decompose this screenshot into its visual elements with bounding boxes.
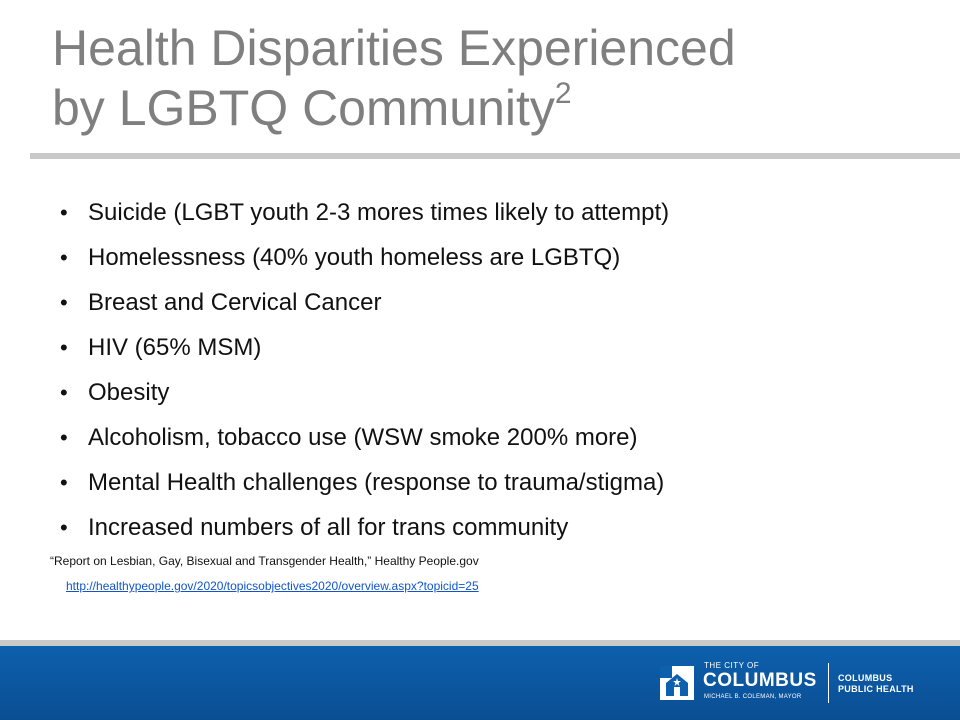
bullet-glyph: •: [60, 470, 68, 495]
bullet-glyph: •: [60, 425, 68, 450]
slide-title: Health Disparities Experienced by LGBTQ …: [52, 18, 932, 146]
slide-title-line-2: by LGBTQ Community2: [52, 77, 932, 146]
reference-link[interactable]: http://healthypeople.gov/2020/topicsobje…: [66, 579, 479, 593]
title-divider: [30, 153, 960, 159]
bullet-item-trans-community: • Increased numbers of all for trans comm…: [60, 505, 940, 550]
bullet-glyph: •: [60, 200, 68, 225]
bullet-glyph: •: [60, 515, 68, 540]
bullet-text: Obesity: [88, 379, 170, 406]
bullet-text: HIV (65% MSM): [88, 334, 262, 361]
bullet-text: Mental Health challenges (response to tr…: [88, 469, 665, 496]
city-columbus-logo-icon: [660, 666, 694, 700]
bullet-text: Suicide (LGBT youth 2-3 mores times like…: [88, 199, 670, 226]
logo-small-text: THE CITY OF: [704, 661, 760, 670]
bullet-list: • Suicide (LGBT youth 2-3 mores times lik…: [60, 190, 940, 550]
footer-bar: [0, 646, 960, 720]
bullet-glyph: •: [60, 290, 68, 315]
bullet-item-mental-health: • Mental Health challenges (response to t…: [60, 460, 940, 505]
bullet-glyph: •: [60, 245, 68, 270]
title-superscript: 2: [554, 77, 572, 110]
bullet-item-cancer: • Breast and Cervical Cancer: [60, 280, 940, 325]
bullet-item-alcoholism: • Alcoholism, tobacco use (WSW smoke 200%…: [60, 415, 940, 460]
bullet-text: Breast and Cervical Cancer: [88, 289, 382, 316]
department-name: COLUMBUS PUBLIC HEALTH: [838, 673, 914, 695]
logo-divider: [828, 663, 829, 703]
bullet-text: Homelessness (40% youth homeless are LGB…: [88, 244, 621, 271]
bullet-item-suicide: • Suicide (LGBT youth 2-3 mores times lik…: [60, 190, 940, 235]
department-line-1: COLUMBUS: [838, 673, 893, 683]
reference-citation: “Report on Lesbian, Gay, Bisexual and Tr…: [50, 554, 479, 568]
logo-city-name: COLUMBUS: [703, 670, 817, 691]
bullet-glyph: •: [60, 380, 68, 405]
bullet-glyph: •: [60, 335, 68, 360]
bullet-text: Increased numbers of all for trans commu…: [88, 514, 569, 541]
bullet-item-homelessness: • Homelessness (40% youth homeless are LG…: [60, 235, 940, 280]
slide-title-line-2-text: by LGBTQ Community: [52, 80, 555, 136]
slide-title-line-1: Health Disparities Experienced: [52, 20, 736, 76]
department-line-2: PUBLIC HEALTH: [838, 684, 914, 694]
bullet-item-obesity: • Obesity: [60, 370, 940, 415]
logo-mayor-text: MICHAEL B. COLEMAN, MAYOR: [704, 694, 802, 700]
footer-divider: [0, 640, 960, 646]
bullet-text: Alcoholism, tobacco use (WSW smoke 200% …: [88, 424, 638, 451]
bullet-item-hiv: • HIV (65% MSM): [60, 325, 940, 370]
city-logo: THE CITY OF COLUMBUS MICHAEL B. COLEMAN,…: [660, 660, 930, 708]
